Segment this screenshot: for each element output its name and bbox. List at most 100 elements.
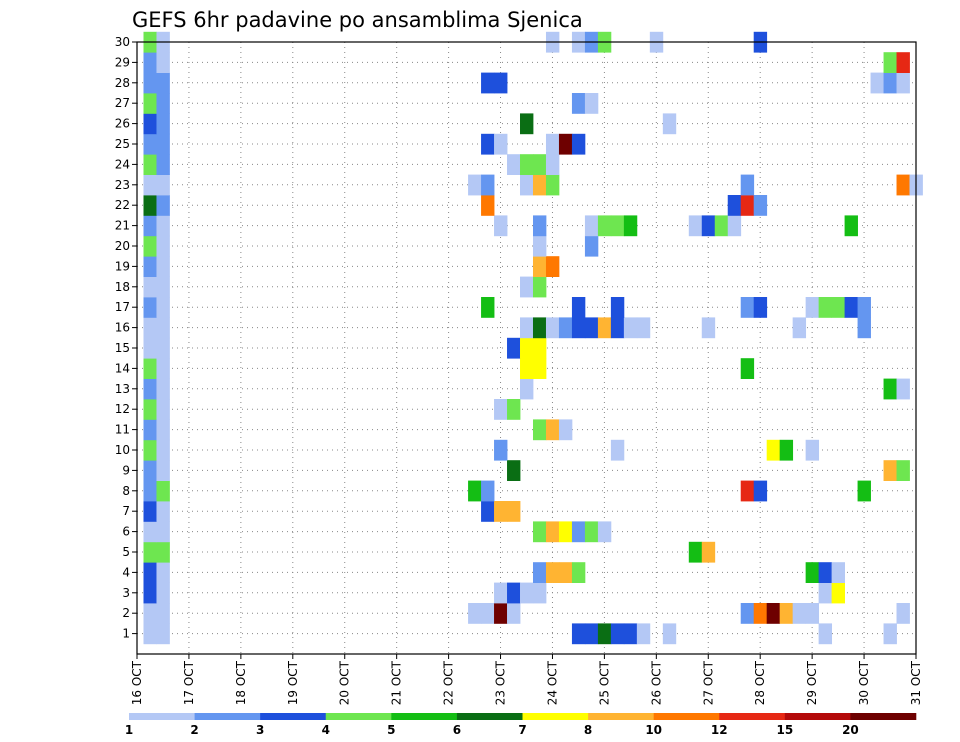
heatmap-cell bbox=[494, 133, 508, 155]
heatmap-cell bbox=[818, 562, 833, 583]
heatmap-cell bbox=[156, 439, 170, 461]
heatmap-cell bbox=[571, 623, 586, 645]
colorbar-swatch bbox=[850, 713, 917, 720]
heatmap-cell bbox=[532, 562, 547, 583]
heatmap-cell bbox=[636, 623, 651, 645]
heatmap-cell bbox=[156, 521, 170, 543]
y-tick-label: 1 bbox=[122, 627, 130, 641]
heatmap-cell bbox=[792, 317, 807, 339]
heatmap-cell bbox=[818, 297, 833, 318]
heatmap-cell bbox=[520, 276, 534, 298]
heatmap-cell bbox=[143, 501, 157, 522]
x-tick-label: 22 OCT bbox=[442, 660, 456, 705]
heatmap-cell bbox=[636, 317, 651, 339]
x-tick-label: 26 OCT bbox=[649, 660, 663, 705]
heatmap-cell bbox=[571, 93, 586, 114]
heatmap-cell bbox=[584, 623, 599, 645]
heatmap-cell bbox=[870, 72, 884, 94]
heatmap-cell bbox=[844, 215, 858, 237]
heatmap-cell bbox=[545, 174, 560, 196]
heatmap-cell bbox=[571, 562, 586, 583]
heatmap-cell bbox=[545, 562, 560, 583]
heatmap-cell bbox=[143, 358, 157, 379]
y-tick-label: 25 bbox=[115, 137, 130, 151]
heatmap-cell bbox=[571, 133, 586, 155]
heatmap-cell bbox=[156, 174, 170, 196]
heatmap-cell bbox=[818, 623, 833, 645]
y-tick-label: 19 bbox=[115, 259, 130, 273]
heatmap-cell bbox=[740, 358, 755, 379]
heatmap-cell bbox=[532, 215, 547, 237]
heatmap-cell bbox=[688, 215, 703, 237]
heatmap-cell bbox=[481, 133, 495, 155]
heatmap-cell bbox=[532, 256, 547, 277]
colorbar-swatch bbox=[653, 713, 720, 720]
heatmap-cell bbox=[481, 297, 495, 318]
heatmap-cell bbox=[481, 72, 495, 94]
heatmap-cell bbox=[662, 113, 677, 135]
heatmap-cell bbox=[143, 337, 157, 359]
heatmap-cell bbox=[156, 419, 170, 441]
heatmap-cell bbox=[545, 256, 560, 277]
colorbar-swatch bbox=[194, 713, 261, 720]
heatmap-cell bbox=[805, 603, 820, 624]
y-tick-label: 21 bbox=[115, 219, 130, 233]
grid-lines bbox=[137, 42, 916, 654]
heatmap-cell bbox=[481, 174, 495, 196]
y-tick-label: 4 bbox=[122, 565, 130, 579]
heatmap-cell bbox=[805, 562, 820, 583]
colorbar-label: 2 bbox=[190, 723, 198, 737]
heatmap-cell bbox=[143, 460, 157, 481]
heatmap-cell bbox=[571, 317, 586, 339]
heatmap-cell bbox=[156, 460, 170, 481]
heatmap-cell bbox=[156, 72, 170, 94]
x-tick-label: 28 OCT bbox=[753, 660, 767, 705]
heatmap-cell bbox=[532, 174, 547, 196]
heatmap-cell bbox=[156, 215, 170, 237]
heatmap-cell bbox=[532, 276, 547, 298]
heatmap-cell bbox=[545, 133, 560, 155]
heatmap-cell bbox=[532, 521, 547, 543]
heatmap-cell bbox=[143, 235, 157, 257]
heatmap-cell bbox=[143, 419, 157, 441]
heatmap-cell bbox=[558, 133, 573, 155]
heatmap-cell bbox=[610, 215, 625, 237]
heatmap-cell bbox=[558, 317, 573, 339]
heatmap-cell bbox=[532, 358, 547, 379]
heatmap-cell bbox=[156, 256, 170, 277]
heatmap-cell bbox=[156, 276, 170, 298]
heatmap-cell bbox=[494, 582, 508, 604]
heatmap-cell bbox=[156, 501, 170, 522]
colorbar-label: 10 bbox=[645, 723, 662, 737]
colorbar-label: 3 bbox=[256, 723, 264, 737]
heatmap-cell bbox=[766, 603, 781, 624]
heatmap-cell bbox=[481, 480, 495, 502]
heatmap-cell bbox=[143, 256, 157, 277]
heatmap-cell bbox=[494, 501, 508, 522]
colorbar-swatch bbox=[784, 713, 851, 720]
heatmap-cell bbox=[740, 480, 755, 502]
heatmap-cell bbox=[507, 337, 521, 359]
heatmap-cell bbox=[143, 582, 157, 604]
y-axis-ticks: 1234567891011121314151617181920212223242… bbox=[115, 35, 137, 641]
y-tick-label: 3 bbox=[122, 586, 130, 600]
heatmap-cell bbox=[701, 541, 716, 563]
heatmap-cell bbox=[143, 215, 157, 237]
heatmap-cell bbox=[143, 154, 157, 175]
heatmap-cell bbox=[857, 297, 871, 318]
heatmap-cell bbox=[143, 72, 157, 94]
colorbar-label: 1 bbox=[125, 723, 133, 737]
heatmap-cell bbox=[753, 603, 768, 624]
heatmap-cell bbox=[896, 378, 910, 400]
colorbar-swatch bbox=[456, 713, 523, 720]
y-tick-label: 17 bbox=[115, 300, 130, 314]
y-tick-label: 29 bbox=[115, 55, 130, 69]
heatmap-cell bbox=[779, 439, 794, 461]
heatmap-cell bbox=[468, 603, 482, 624]
heatmap-cell bbox=[532, 419, 547, 441]
heatmap-cell bbox=[156, 195, 170, 216]
heatmap-cell bbox=[532, 235, 547, 257]
y-tick-label: 30 bbox=[115, 35, 130, 49]
heatmap-cell bbox=[792, 603, 807, 624]
